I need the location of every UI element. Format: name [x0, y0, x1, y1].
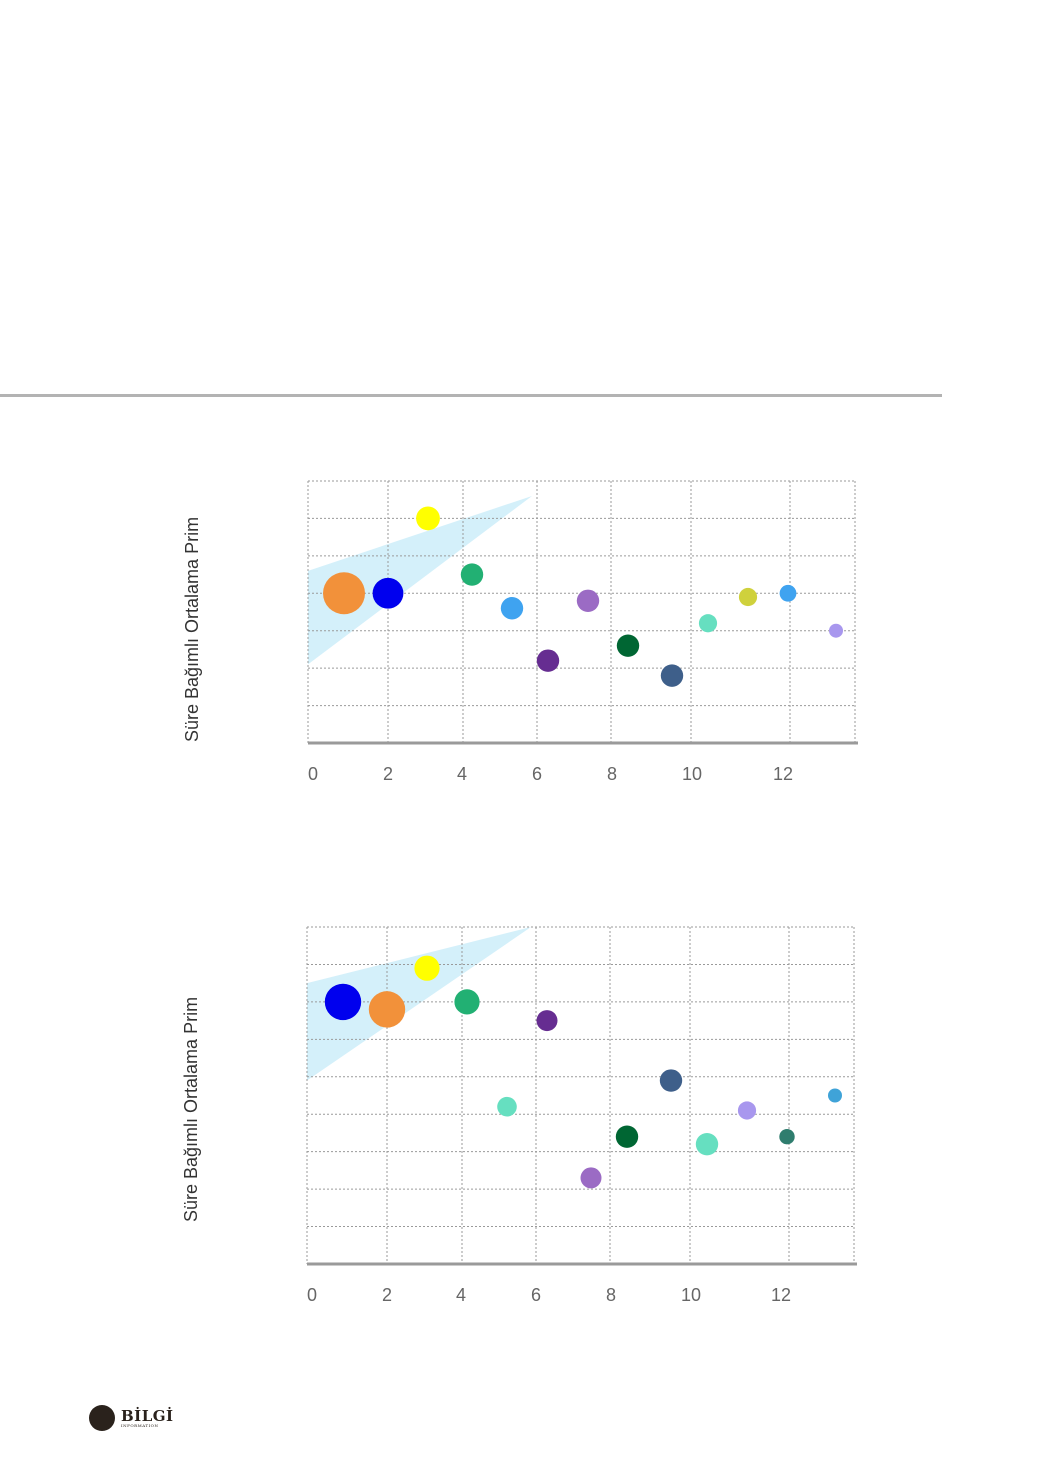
x-tick-label: 8: [607, 764, 617, 784]
data-point: [536, 649, 560, 672]
chart-1-scatter: 0 2 4 6 8 10 12: [307, 480, 858, 784]
x-tick-label: 2: [382, 1285, 392, 1305]
x-tick-label: 8: [606, 1285, 616, 1305]
x-tick-label: 0: [308, 764, 318, 784]
data-point: [737, 1101, 757, 1120]
data-point: [323, 572, 365, 615]
data-point: [324, 983, 362, 1021]
data-point: [616, 634, 640, 657]
x-tick-label: 0: [307, 1285, 317, 1305]
x-tick-label: 10: [682, 764, 702, 784]
data-point: [497, 1096, 517, 1117]
data-point: [828, 1088, 842, 1103]
data-point: [576, 589, 600, 612]
chart-2-scatter: 0 2 4 6 8 10 12: [306, 926, 857, 1305]
data-point: [454, 989, 480, 1015]
grid: [306, 926, 855, 1264]
x-tick-label: 4: [456, 1285, 466, 1305]
data-point: [779, 584, 797, 602]
data-point: [414, 955, 440, 981]
data-point: [698, 614, 718, 633]
brand-mark-icon: [89, 1405, 115, 1431]
brand-subtitle: INFORMATION: [121, 1422, 159, 1428]
data-point: [500, 597, 524, 620]
data-point: [416, 506, 440, 531]
data-point: [695, 1132, 719, 1156]
top-divider-rule: [0, 394, 942, 397]
brand-logo: BİLGİ INFORMATION: [89, 1405, 174, 1431]
data-point: [536, 1010, 558, 1032]
data-point: [615, 1125, 639, 1148]
data-point: [580, 1167, 602, 1189]
data-point: [829, 623, 843, 638]
brand-name: BİLGİ: [121, 1406, 174, 1425]
data-point: [368, 991, 406, 1028]
confidence-band: [308, 495, 532, 665]
data-point: [460, 563, 484, 586]
x-tick-label: 6: [531, 1285, 541, 1305]
data-point: [660, 664, 684, 687]
data-point: [372, 577, 404, 609]
x-tick-label: 12: [773, 764, 793, 784]
data-point: [779, 1128, 795, 1145]
data-point: [659, 1069, 683, 1092]
data-point: [738, 587, 758, 607]
x-tick-label: 10: [681, 1285, 701, 1305]
x-tick-label: 6: [532, 764, 542, 784]
x-tick-label: 4: [457, 764, 467, 784]
x-tick-label: 2: [383, 764, 393, 784]
x-tick-label: 12: [771, 1285, 791, 1305]
confidence-band: [307, 927, 531, 1081]
